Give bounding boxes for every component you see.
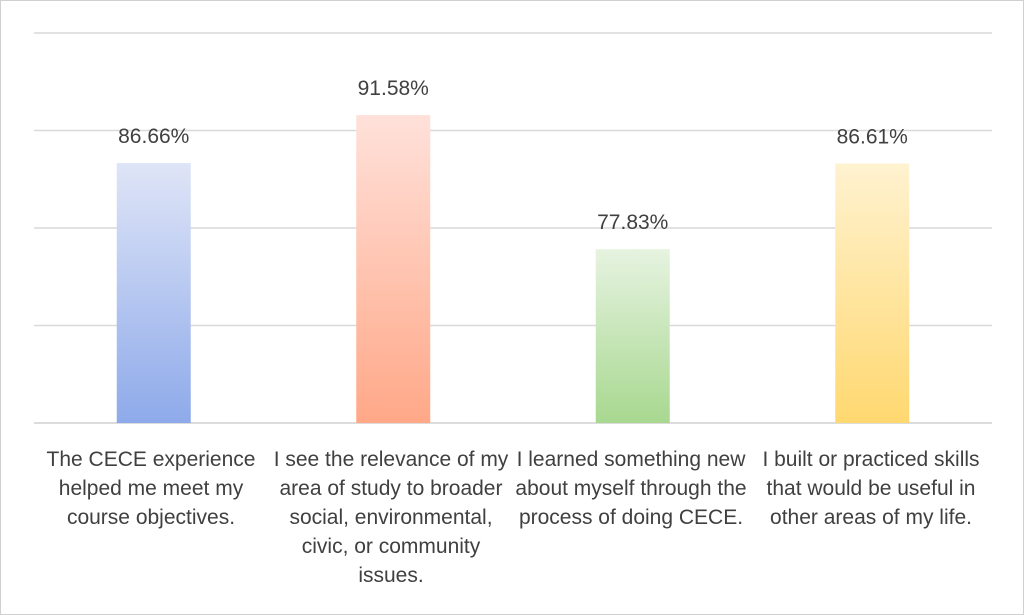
category-label-1: The CECE experience helped me meet my co… <box>46 448 256 529</box>
data-label-2: 91.58% <box>358 77 429 100</box>
bars <box>116 115 910 424</box>
bar-2 <box>356 115 431 423</box>
data-label-3: 77.83% <box>597 211 668 234</box>
bar-1 <box>116 163 191 423</box>
category-label-4: I built or practiced skills that would b… <box>762 448 980 529</box>
bar-4 <box>835 163 910 424</box>
bar-3 <box>595 249 670 423</box>
data-labels: 86.66% 91.58% 77.83% 86.61% <box>118 77 908 234</box>
data-label-1: 86.66% <box>118 125 189 148</box>
category-label-2: I see the relevance of my area of study … <box>273 448 509 587</box>
gridlines <box>34 32 992 424</box>
category-label-3: I learned something new about myself thr… <box>515 448 747 529</box>
data-label-4: 86.61% <box>837 126 908 149</box>
